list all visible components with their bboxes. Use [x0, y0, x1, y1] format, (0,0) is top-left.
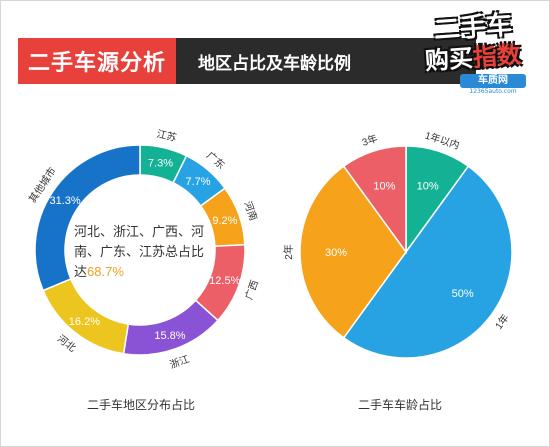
logo-badge: 车质网 [460, 74, 526, 88]
pie-value-label-1: 50% [452, 288, 474, 300]
donut-value-label-2: 9.2% [212, 215, 237, 227]
donut-center-text: 河北、浙江、广西、河南、广东、江苏总占比达68.7% [74, 222, 210, 282]
donut-category-label-5: 河北 [55, 333, 78, 355]
pie-category-label-3: 3年 [360, 132, 379, 149]
donut-slice-6 [34, 144, 141, 292]
pie-category-label-1: 1年 [492, 312, 512, 332]
donut-value-label-3: 12.5% [209, 275, 240, 287]
age-chart-caption: 二手车车龄占比 [357, 398, 442, 412]
donut-value-label-6: 31.3% [49, 195, 80, 207]
donut-category-label-0: 江苏 [155, 127, 177, 144]
donut-category-label-1: 广东 [204, 149, 228, 172]
donut-center-main: 河北、浙江、广西、河南、广东、江苏总占比达 [74, 224, 205, 279]
donut-value-label-5: 16.2% [69, 316, 100, 328]
pie-slice-3 [342, 145, 407, 255]
donut-category-label-4: 浙江 [168, 353, 191, 371]
pie-value-label-2: 30% [325, 247, 347, 259]
pie-slice-1 [342, 165, 513, 359]
donut-value-label-1: 7.7% [185, 176, 210, 188]
pie-category-label-2: 2年 [282, 244, 295, 260]
logo-site: 12365auto.com [469, 88, 517, 95]
page-subtitle: 地区占比及车龄比例 [176, 38, 476, 84]
page-title: 二手车源分析 [18, 38, 176, 84]
donut-category-label-3: 广西 [243, 279, 261, 302]
pie-value-label-0: 10% [417, 180, 439, 192]
pie-slice-2 [299, 165, 407, 339]
donut-value-label-0: 7.3% [148, 157, 173, 169]
donut-value-label-4: 15.8% [154, 330, 185, 342]
header: 二手车源分析 地区占比及车龄比例 二手车 购买指数 车质网 12365auto.… [0, 0, 550, 100]
region-chart-caption: 二手车地区分布占比 [86, 398, 195, 412]
donut-center-value: 68.7% [87, 264, 124, 279]
brand-logo: 二手车 购买指数 车质网 12365auto.com [398, 4, 544, 98]
donut-category-label-2: 河南 [241, 199, 260, 222]
donut-slice-4 [122, 299, 219, 356]
pie-value-label-3: 10% [373, 180, 395, 192]
